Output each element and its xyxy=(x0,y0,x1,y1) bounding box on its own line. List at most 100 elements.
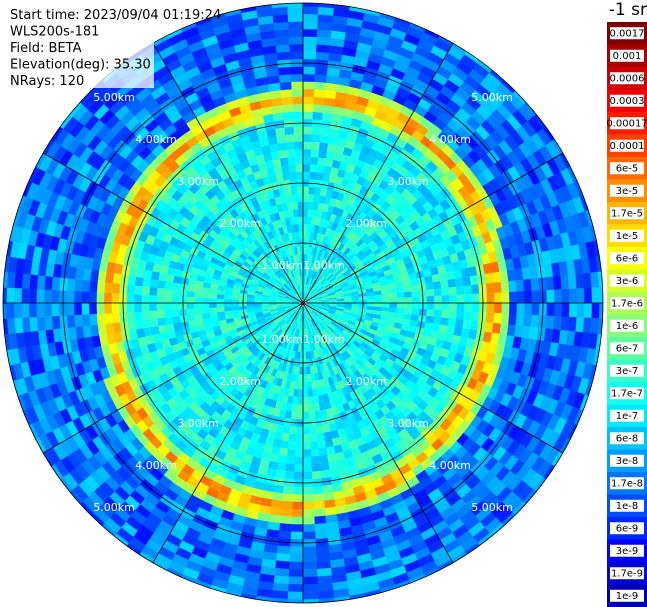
radar-cell xyxy=(316,560,332,570)
radar-cell xyxy=(288,433,297,442)
radar-cell xyxy=(500,281,510,293)
radar-cell xyxy=(81,302,90,315)
radar-cell xyxy=(281,500,293,510)
colorbar-label: 6e-9 xyxy=(616,523,639,534)
radar-cell xyxy=(285,134,295,143)
range-label: 1.00km xyxy=(303,259,345,272)
radar-cell xyxy=(287,591,304,600)
radar-cell xyxy=(560,274,570,290)
header-line: NRays: 120 xyxy=(10,74,84,89)
radar-cell xyxy=(302,524,316,533)
radar-cell xyxy=(381,302,390,308)
radar-cell xyxy=(29,316,39,332)
radar-cell xyxy=(302,28,318,38)
colorbar-label: 0.001 xyxy=(613,51,642,62)
radar-cell xyxy=(455,310,465,321)
radar-cell xyxy=(310,455,321,465)
radar-cell xyxy=(295,231,300,240)
radar-cell xyxy=(288,568,304,578)
radar-cell xyxy=(274,36,290,46)
radar-cell xyxy=(454,318,464,329)
radar-cell xyxy=(403,308,413,315)
radar-cell xyxy=(273,575,289,585)
radar-cell xyxy=(270,499,283,509)
radar-cell xyxy=(302,426,311,435)
radar-cell xyxy=(279,157,289,166)
radar-cell xyxy=(322,491,335,502)
radar-cell xyxy=(316,552,331,562)
radar-cell xyxy=(297,389,304,398)
colorbar-label: 1e-9 xyxy=(616,591,639,602)
radar-cell xyxy=(171,295,180,304)
radar-cell xyxy=(509,291,518,304)
radar-cell xyxy=(104,282,113,294)
radar-cell xyxy=(111,302,120,314)
radar-cell xyxy=(273,21,289,31)
radar-cell xyxy=(201,307,210,314)
radar-cell xyxy=(433,288,442,297)
radar-cell xyxy=(14,317,24,334)
radar-cell xyxy=(309,164,318,173)
radar-cell xyxy=(426,302,435,311)
radar-cell xyxy=(157,279,166,289)
radar-cell xyxy=(21,302,30,318)
radar-cell xyxy=(530,278,540,292)
radar-cell xyxy=(223,306,233,312)
radar-cell xyxy=(324,438,334,448)
range-label: 3.00km xyxy=(177,417,219,430)
radar-cell xyxy=(316,432,325,442)
radar-cell xyxy=(302,494,314,503)
radar-cell xyxy=(464,293,473,304)
colorbar-label: 0.0003 xyxy=(610,96,645,107)
radar-cell xyxy=(127,320,137,331)
radar-cell xyxy=(546,302,555,317)
radar-cell xyxy=(104,312,113,324)
radar-cell xyxy=(302,576,318,585)
radar-cell xyxy=(286,149,296,158)
radar-cell xyxy=(374,298,383,304)
radar-cell xyxy=(404,297,413,304)
radar-cell xyxy=(89,313,98,326)
radar-cell xyxy=(426,309,435,317)
radar-cell xyxy=(299,246,304,255)
radar-cell xyxy=(13,302,23,319)
radar-cell xyxy=(311,463,321,472)
radar-cell xyxy=(552,275,562,290)
radar-cell xyxy=(277,142,288,152)
radar-cell xyxy=(314,74,328,83)
radar-cell xyxy=(590,317,600,335)
radar-cell xyxy=(134,319,144,330)
radar-cell xyxy=(302,96,314,105)
radar-cell xyxy=(284,186,292,196)
radar-cell xyxy=(103,302,112,314)
radar-cell xyxy=(426,295,435,304)
radar-cell xyxy=(149,310,158,320)
radar-cell xyxy=(43,302,53,317)
radar-cell xyxy=(316,36,332,46)
radar-cell xyxy=(275,172,284,182)
radar-cell xyxy=(148,302,157,312)
radar-cell xyxy=(278,530,292,540)
range-label: 4.00km xyxy=(135,133,177,146)
radar-cell xyxy=(388,293,398,299)
colorbar-label: 6e-5 xyxy=(616,163,639,174)
radar-cell xyxy=(273,165,283,175)
radar-cell xyxy=(298,381,304,390)
radar-cell xyxy=(302,201,309,210)
radar-cell xyxy=(469,275,479,286)
radar-cell xyxy=(311,388,318,397)
radar-cell xyxy=(276,462,287,472)
radar-cell xyxy=(561,288,570,304)
radar-cell xyxy=(208,297,217,304)
radar-cell xyxy=(302,186,310,195)
radar-cell xyxy=(463,285,472,295)
radar-cell xyxy=(292,396,299,405)
radar-cell xyxy=(499,270,509,283)
range-label: 5.00km xyxy=(93,501,135,514)
radar-cell xyxy=(271,104,284,115)
radar-cell xyxy=(456,294,465,304)
colorbar-label: 0.0006 xyxy=(610,73,645,84)
radar-cell xyxy=(411,308,420,316)
radar-cell xyxy=(575,273,585,289)
